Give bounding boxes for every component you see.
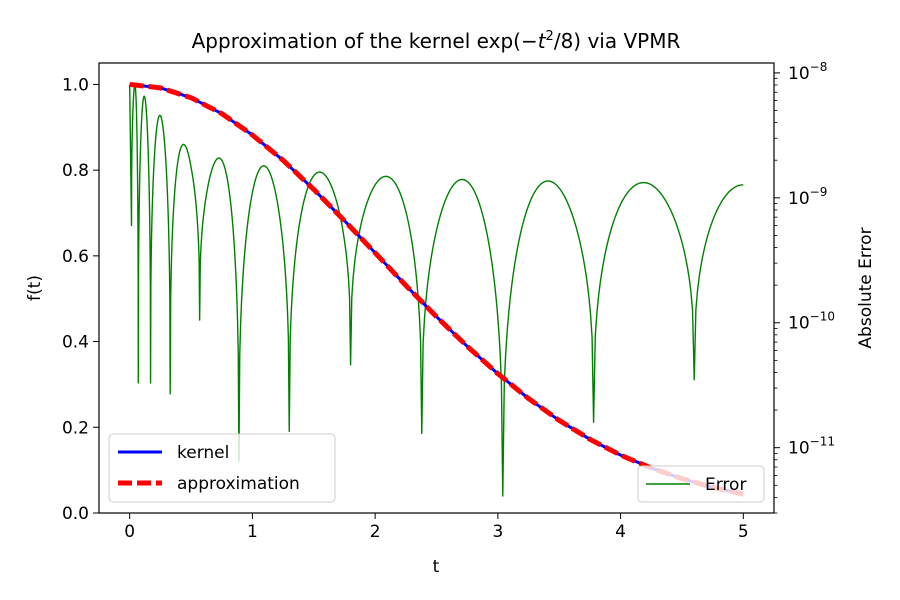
y2-axis-label: Absolute Error <box>856 227 876 348</box>
legend-error-label: Error <box>705 475 746 495</box>
y-tick-label: 0.0 <box>62 504 89 524</box>
legend-left-box <box>108 433 336 503</box>
x-tick-label: 3 <box>492 522 503 542</box>
x-tick-label: 4 <box>615 522 626 542</box>
plot-frame <box>98 62 775 514</box>
plot-series-layer <box>128 81 744 497</box>
y-tick-label: 0.8 <box>62 161 89 181</box>
axes-layer: 0 1 2 3 4 5 0.0 0.2 0.4 0.6 0.8 1.0 10−11 10−10 10−9 10… <box>62 60 835 542</box>
y-axis-label: f(t) <box>25 275 45 301</box>
y-tick-label: 0.6 <box>62 247 89 267</box>
y2-tick-label: 10−10 <box>788 310 835 334</box>
y-tick-label: 0.2 <box>62 418 89 438</box>
legend-left: kernel approximation <box>108 433 336 503</box>
y2-tick-label: 10−9 <box>788 185 827 209</box>
x-tick-label: 5 <box>738 522 749 542</box>
chart-title: Approximation of the kernel exp(−t2/8) v… <box>192 29 681 53</box>
x-tick-label: 1 <box>247 522 258 542</box>
x-tick-label: 2 <box>370 522 381 542</box>
legend-kernel-label: kernel <box>177 443 229 463</box>
error-series-line <box>128 84 744 497</box>
x-axis-label: t <box>433 557 440 577</box>
legend-right: Error <box>637 465 765 503</box>
legend-approximation-label: approximation <box>177 474 300 494</box>
y-tick-label: 1.0 <box>62 75 89 95</box>
y2-tick-label: 10−11 <box>788 435 835 459</box>
y-tick-label: 0.4 <box>62 333 89 353</box>
approximation-series-line <box>129 81 744 497</box>
legend-right-box <box>637 465 765 503</box>
x-tick-label: 0 <box>124 522 135 542</box>
y2-tick-label: 10−8 <box>788 60 827 84</box>
